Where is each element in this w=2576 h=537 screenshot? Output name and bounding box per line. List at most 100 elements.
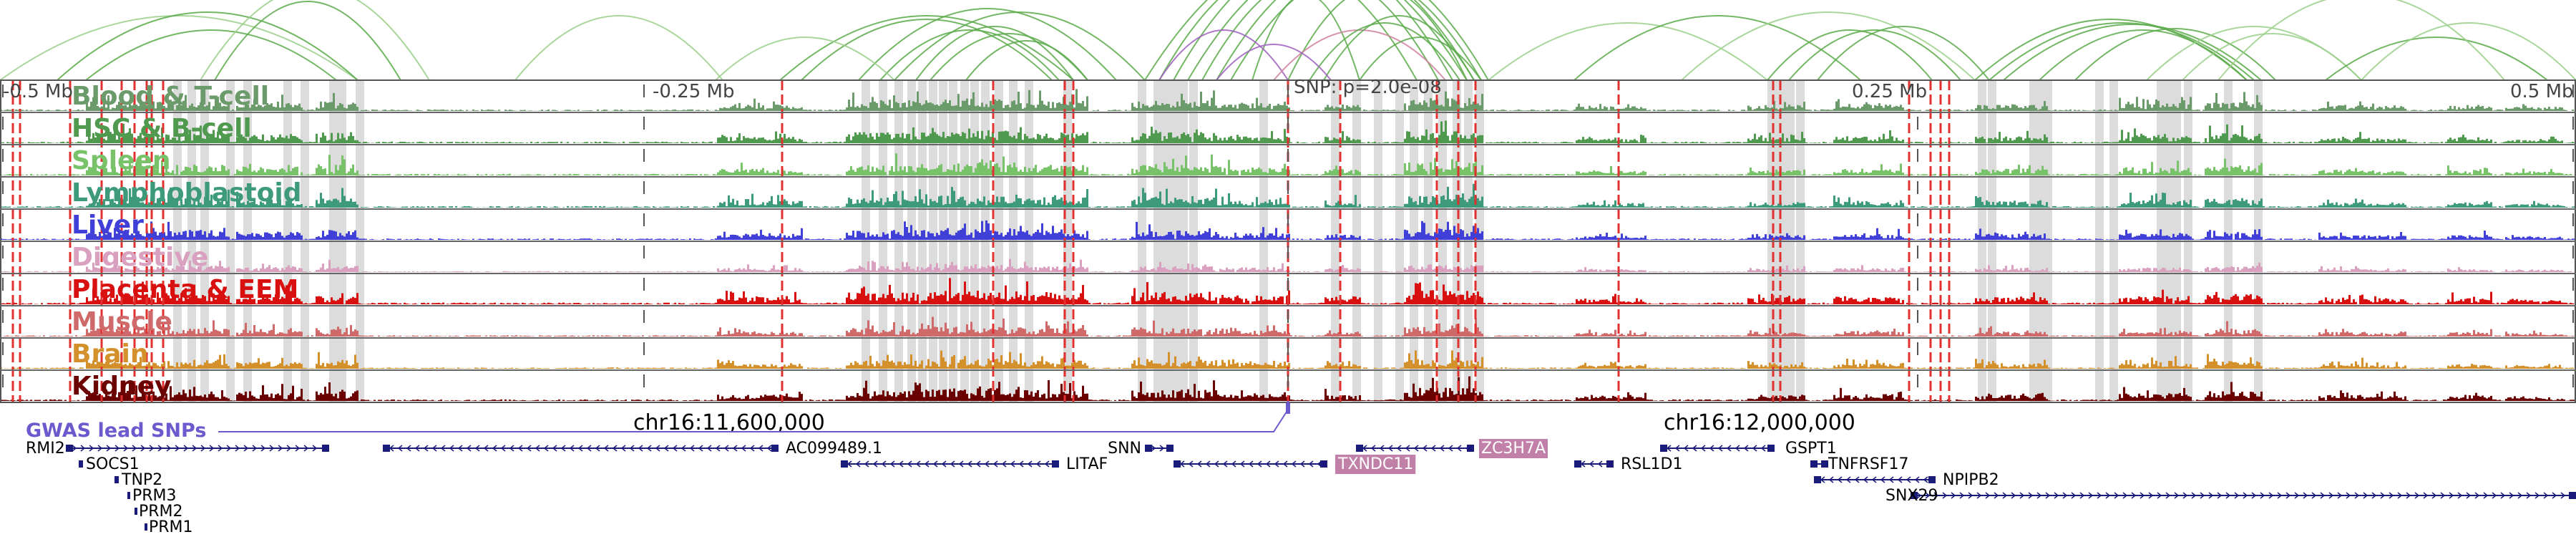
gene-exon bbox=[383, 445, 390, 452]
chromatin-loop bbox=[2361, 22, 2576, 81]
strand-chevron bbox=[1968, 492, 1974, 499]
strand-chevron bbox=[500, 445, 506, 452]
signal-track bbox=[0, 89, 2576, 111]
strand-chevron bbox=[149, 445, 155, 452]
strand-chevron bbox=[1001, 460, 1007, 468]
strand-chevron bbox=[200, 445, 206, 452]
strand-chevron bbox=[2380, 492, 2386, 499]
strand-chevron bbox=[924, 460, 930, 468]
strand-chevron bbox=[1214, 460, 1219, 468]
chromatin-loop bbox=[0, 15, 358, 81]
gene-label: TNP2 bbox=[121, 471, 162, 489]
strand-chevron bbox=[766, 445, 772, 452]
strand-chevron bbox=[2054, 492, 2059, 499]
strand-chevron bbox=[1717, 445, 1723, 452]
strand-chevron bbox=[1439, 445, 1445, 452]
strand-chevron bbox=[440, 445, 446, 452]
chromatin-loop bbox=[200, 0, 430, 81]
strand-chevron bbox=[595, 445, 600, 452]
track-label: Muscle bbox=[72, 307, 172, 337]
gene-exon bbox=[2569, 492, 2576, 499]
gene: SNN bbox=[1108, 440, 1174, 458]
strand-chevron bbox=[1010, 460, 1015, 468]
signal-track bbox=[0, 316, 2576, 337]
track-label: Liver bbox=[72, 211, 144, 240]
strand-chevron bbox=[706, 445, 712, 452]
strand-chevron bbox=[1299, 460, 1305, 468]
track-label: Kidney bbox=[72, 372, 172, 401]
strand-chevron bbox=[175, 445, 180, 452]
strand-chevron bbox=[218, 445, 223, 452]
strand-chevron bbox=[1897, 476, 1903, 483]
strand-chevron bbox=[2303, 492, 2308, 499]
strand-chevron bbox=[1239, 460, 1245, 468]
gene-label: AC099489.1 bbox=[786, 440, 882, 458]
gene-label: RSL1D1 bbox=[1621, 455, 1682, 473]
chromatin-loop bbox=[1216, 44, 1332, 81]
strand-chevron bbox=[881, 460, 887, 468]
strand-chevron bbox=[2097, 492, 2102, 499]
strand-chevron bbox=[2079, 492, 2085, 499]
strand-chevron bbox=[1430, 445, 1436, 452]
signal-area bbox=[0, 316, 2576, 337]
track-frame bbox=[0, 79, 2576, 403]
chromatin-loop bbox=[1273, 29, 1446, 81]
chromatin-loop bbox=[1252, 0, 1360, 81]
signal-track bbox=[0, 183, 2576, 208]
chromatin-loop bbox=[1158, 0, 1418, 81]
strand-chevron bbox=[166, 445, 172, 452]
strand-chevron bbox=[1933, 492, 1939, 499]
chromatin-loop bbox=[1144, 0, 1468, 81]
strand-chevron bbox=[2449, 492, 2454, 499]
gene-exon bbox=[1145, 445, 1152, 452]
chromatin-loop bbox=[1309, 22, 1460, 81]
strand-chevron bbox=[1888, 476, 1894, 483]
strand-chevron bbox=[1743, 445, 1749, 452]
gwas-lead-snp-marks bbox=[218, 401, 1290, 432]
strand-chevron bbox=[958, 460, 964, 468]
gene-exon bbox=[841, 460, 848, 468]
strand-chevron bbox=[389, 445, 394, 452]
strand-chevron bbox=[1976, 492, 1982, 499]
gene-exon bbox=[1660, 445, 1667, 452]
chromatin-loop bbox=[2218, 0, 2505, 81]
gene-exon bbox=[1814, 476, 1821, 483]
strand-chevron bbox=[1257, 460, 1262, 468]
scale-label-snp: SNP: p=2.0e-08 bbox=[1294, 77, 1442, 98]
strand-chevron bbox=[2028, 492, 2034, 499]
gene: TNFRSF17 bbox=[1810, 455, 1908, 473]
strand-chevron bbox=[2320, 492, 2326, 499]
strand-chevron bbox=[243, 445, 249, 452]
strand-chevron bbox=[1231, 460, 1236, 468]
gene: SOCS1 bbox=[79, 455, 140, 473]
strand-chevron bbox=[915, 460, 921, 468]
gene-exon bbox=[771, 445, 779, 452]
gene-exon bbox=[1911, 492, 1918, 499]
chromatin-loop bbox=[965, 40, 1088, 81]
strand-chevron bbox=[577, 445, 583, 452]
gene: NPIPB2 bbox=[1814, 471, 1999, 489]
strand-chevron bbox=[466, 445, 472, 452]
strand-chevron bbox=[984, 460, 990, 468]
strand-chevron bbox=[2466, 492, 2472, 499]
strand-chevron bbox=[483, 445, 489, 452]
signal-track bbox=[0, 258, 2576, 272]
chromatin-loop bbox=[1216, 0, 1489, 81]
strand-chevron bbox=[2157, 492, 2162, 499]
chromatin-loop bbox=[2182, 33, 2362, 81]
strand-chevron bbox=[2389, 492, 2394, 499]
gwas-lead-snp bbox=[1286, 402, 1290, 414]
chromatin-loop bbox=[915, 26, 1074, 81]
strand-chevron bbox=[967, 460, 972, 468]
strand-chevron bbox=[1580, 460, 1586, 468]
strand-chevron bbox=[1044, 460, 1050, 468]
strand-chevron bbox=[975, 460, 981, 468]
strand-chevron bbox=[2191, 492, 2197, 499]
strand-chevron bbox=[269, 445, 275, 452]
strand-chevron bbox=[1925, 492, 1931, 499]
gene-exon bbox=[1767, 445, 1775, 452]
strand-chevron bbox=[1674, 445, 1680, 452]
strand-chevron bbox=[1916, 492, 1922, 499]
strand-chevron bbox=[1845, 476, 1851, 483]
strand-chevron bbox=[449, 445, 454, 452]
